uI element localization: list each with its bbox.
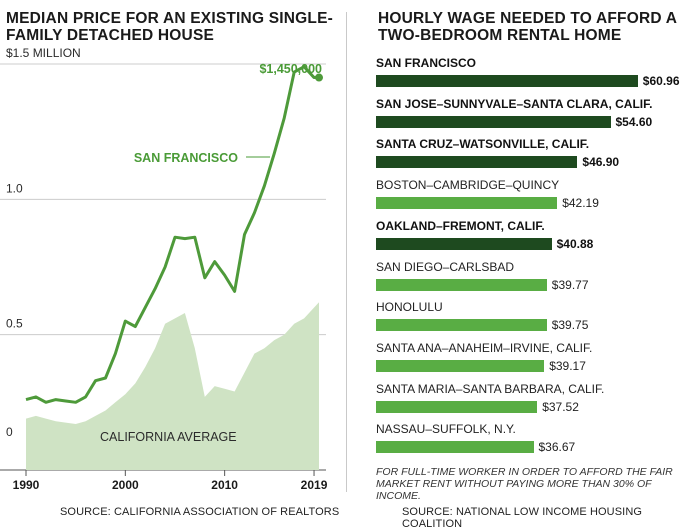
bar-label-2: SANTA CRUZ–WATSONVILLE, CALIF. [376,137,590,152]
bar-5 [376,278,547,291]
bar-6 [376,319,547,332]
bar-7 [376,359,545,372]
bar-1 [376,115,611,128]
bar-label-8: SANTA MARIA–SANTA BARBARA, CALIF. [376,381,605,396]
california-average-series-label: CALIFORNIA AVERAGE [100,430,237,444]
bar-label-6: HONOLULU [376,300,443,315]
x-tick-label-3: 2019 [301,478,328,492]
y-tick-label-2: 1.0 [6,181,23,195]
bar-3 [376,197,558,210]
y-tick-label-3: $1.5 MILLION [6,46,81,60]
y-tick-labels: 0 0.5 1.0 $1.5 MILLION [6,46,81,439]
san-francisco-end-point [315,73,323,82]
bar-label-3: BOSTON–CAMBRIDGE–QUINCY [376,178,560,193]
y-tick-label-0: 0 [6,425,13,439]
median-price-line-chart: $1,450,000 SAN FRANCISCO CALIFORNIA AVER… [0,46,328,492]
bar-value-8: $37.52 [542,399,579,414]
bar-value-2: $46.90 [582,155,620,170]
x-tick-labels: 1990 2000 2010 2019 [13,470,328,492]
bar-value-6: $39.75 [551,318,589,333]
x-tick-label-0: 1990 [13,478,40,492]
bar-value-3: $42.19 [562,196,599,211]
bar-chart-footnote: FOR FULL-TIME WORKER IN ORDER TO AFFORD … [376,466,673,502]
y-tick-label-1: 0.5 [6,317,23,331]
left-chart-title: MEDIAN PRICE FOR AN EXISTING SINGLE-FAMI… [6,10,333,44]
bar-value-1: $54.60 [615,114,653,129]
bar-value-4: $40.88 [556,236,594,251]
bar-value-9: $36.67 [538,440,576,455]
bar-value-0: $60.96 [642,74,680,88]
san-francisco-line [25,65,319,404]
bar-0 [376,75,638,87]
right-chart-source: SOURCE: NATIONAL LOW INCOME HOUSING COAL… [402,506,643,530]
bar-label-5: SAN DIEGO–CARLSBAD [376,259,515,274]
san-francisco-series-label: SAN FRANCISCO [134,151,238,165]
bar-9 [376,441,534,454]
bar-8 [376,400,538,413]
california-average-area [26,302,319,470]
right-chart-title: HOURLY WAGE NEEDED TO AFFORD A TWO-BEDRO… [378,10,677,44]
bar-2 [376,156,578,169]
bar-label-7: SANTA ANA–ANAHEIM–IRVINE, CALIF. [376,340,593,355]
san-francisco-end-label: $1,450,000 [259,62,322,76]
panel-divider [346,12,347,492]
bar-label-0: SAN FRANCISCO [376,56,477,70]
bar-4 [376,237,552,250]
bar-value-7: $39.17 [549,358,586,373]
bar-label-9: NASSAU–SUFFOLK, N.Y. [376,422,516,437]
x-tick-label-1: 2000 [112,478,139,492]
bar-value-5: $39.77 [551,277,589,292]
left-chart-source: SOURCE: CALIFORNIA ASSOCIATION OF REALTO… [60,506,340,518]
bar-label-1: SAN JOSE–SUNNYVALE–SANTA CLARA, CALIF. [376,96,653,111]
x-tick-label-2: 2010 [211,478,238,492]
bar-label-4: OAKLAND–FREMONT, CALIF. [376,218,545,233]
